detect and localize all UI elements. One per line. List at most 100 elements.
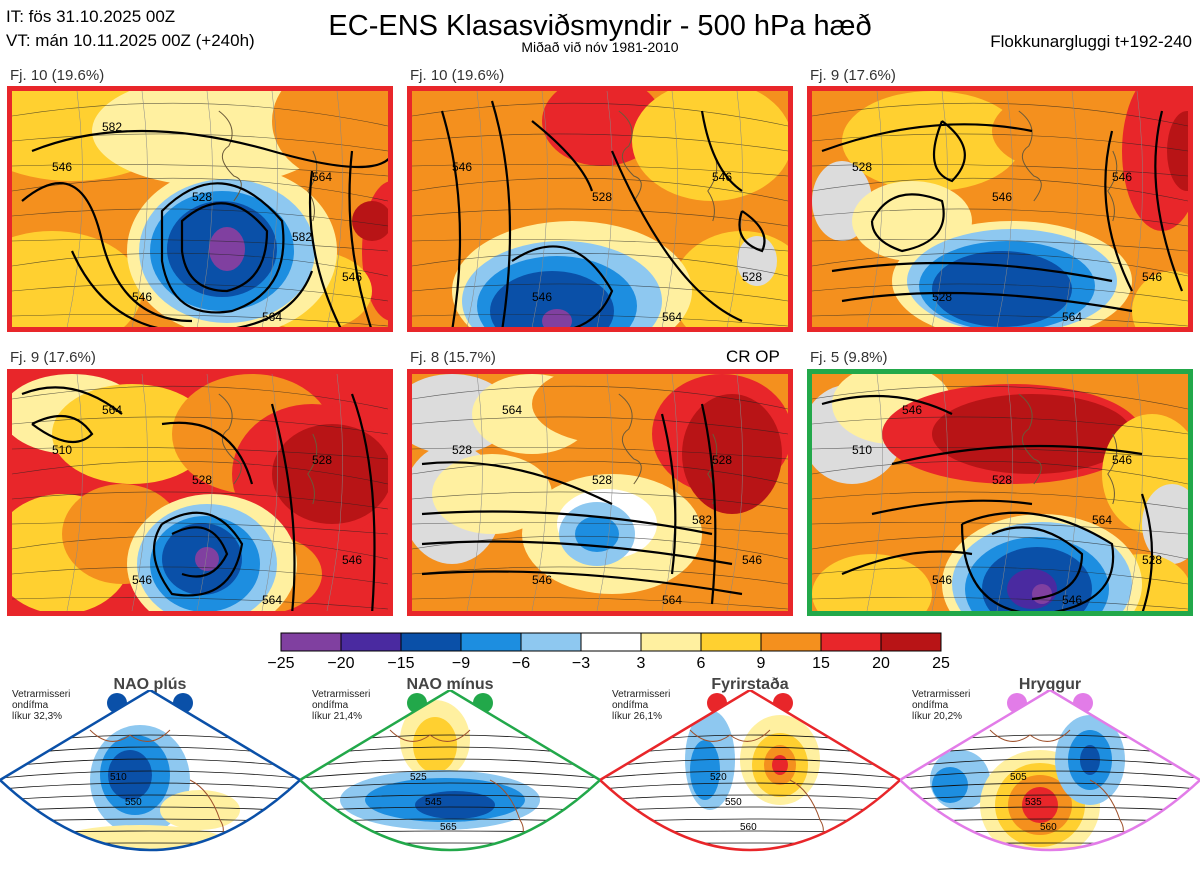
regime-contour: [0, 758, 300, 768]
classification-window: Flokkunargluggi t+192-240: [990, 32, 1192, 51]
height-contour: [421, 461, 613, 505]
colorbar-segment: [580, 632, 642, 652]
graticule-line: [1061, 374, 1078, 611]
anomaly-blob: [209, 227, 245, 271]
regime-contour: [900, 782, 1200, 790]
issue-time: IT: fös 31.10.2025 00Z: [6, 7, 176, 26]
anomaly-blob: [272, 424, 388, 524]
height-contour: [610, 150, 743, 323]
contour-label: 528: [852, 160, 872, 174]
contour-thin: [812, 522, 1188, 535]
height-contour: [871, 499, 1033, 516]
regime-contour-label: 535: [1025, 797, 1042, 808]
regime-anomaly: [415, 791, 495, 819]
regime-note-line: Vetrarmisseri: [912, 689, 971, 700]
colorbar-segment: [400, 632, 462, 652]
contour-thin: [412, 102, 788, 127]
colorbar-tick-label: −6: [511, 655, 531, 672]
height-contour: [1104, 130, 1133, 292]
contour-label: 528: [192, 473, 212, 487]
regime-contour: [600, 758, 900, 768]
graticule-line: [1126, 374, 1143, 611]
graticule-line: [196, 91, 213, 327]
contour-label: 546: [1112, 453, 1132, 467]
contour-thin: [12, 102, 388, 127]
height-contour: [421, 540, 733, 566]
height-contour: [152, 511, 244, 597]
regime-contour: [300, 758, 600, 768]
height-contour: [960, 511, 1115, 611]
contour-thin: [412, 177, 788, 202]
colorbar-segment: [760, 632, 822, 652]
height-contour: [21, 182, 193, 323]
contour-thin: [812, 385, 1188, 410]
contour-label: 564: [102, 403, 122, 417]
anomaly-blob: [352, 201, 388, 241]
height-contour: [660, 413, 677, 575]
graticule-line: [466, 374, 483, 611]
height-contour: [991, 526, 1084, 601]
height-contour: [1140, 493, 1154, 611]
anomaly-blob: [1132, 271, 1188, 327]
regime-note-line: ondífma: [12, 700, 49, 711]
graticule-line: [66, 91, 83, 327]
regime-contour: [300, 770, 600, 779]
graticule-line: [726, 374, 743, 611]
regime-anomaly: [108, 750, 152, 800]
contour-label: 546: [1112, 170, 1132, 184]
contour-thin: [812, 252, 1188, 277]
colorbar-tick-label: −20: [327, 655, 355, 672]
contour-label: 564: [1092, 513, 1112, 527]
contour-thin: [812, 535, 1188, 560]
contour-label: 546: [992, 190, 1012, 204]
colorbar-segment: [520, 632, 582, 652]
height-contour: [350, 393, 376, 611]
contour-thin: [812, 460, 1188, 485]
regime-anomaly: [1080, 745, 1100, 775]
contour-thin: [412, 314, 788, 327]
graticule-line: [726, 91, 743, 327]
contour-label: 564: [502, 403, 522, 417]
regime-contour-label: 560: [740, 822, 757, 833]
graticule-line: [996, 91, 1013, 327]
contour-thin: [12, 597, 388, 610]
graticule-line: [261, 91, 278, 327]
regime-contour-label: 560: [1040, 822, 1057, 833]
regime-contour-label: 550: [725, 797, 742, 808]
contour-thin: [12, 522, 388, 535]
height-contour: [700, 403, 717, 605]
coastline: [1107, 433, 1118, 505]
contour-label: 528: [312, 453, 332, 467]
regime-contour-label: 510: [110, 772, 127, 783]
colorbar-segment: [820, 632, 882, 652]
regime-anomaly: [1022, 787, 1058, 823]
contour-label: 546: [712, 170, 732, 184]
graticule-line: [131, 91, 148, 327]
coastline: [707, 150, 718, 222]
height-contour: [831, 261, 1113, 283]
anomaly-blob: [542, 309, 572, 327]
height-contour: [421, 510, 713, 536]
contour-thin: [12, 460, 388, 485]
anomaly-blob: [1032, 584, 1052, 604]
contour-label: 546: [932, 573, 952, 587]
regime-contour-label: 565: [440, 822, 457, 833]
cluster-label: Fj. 9 (17.6%): [10, 349, 96, 366]
contour-thin: [812, 208, 1188, 227]
height-contour: [421, 570, 743, 596]
cluster-map-5: 528 528 546 528 546 564 564 582: [407, 369, 793, 616]
graticule-line: [661, 91, 678, 327]
contour-thin: [812, 416, 1188, 435]
regime-note-line: ondífma: [312, 700, 349, 711]
regime-contour: [600, 782, 900, 790]
contour-label: 582: [292, 230, 312, 244]
colorbar-tick-label: 9: [756, 655, 766, 672]
regime-note: Vetrarmisseri ondífma líkur 20,2%: [912, 689, 970, 722]
cluster-map-6: 510 528 546 546 528 546 546 564: [807, 369, 1193, 616]
height-contour: [440, 110, 462, 327]
height-contour: [348, 150, 372, 327]
colorbar-tick-label: −9: [451, 655, 471, 672]
panel-plot: 510 528 546 546 528 546 546 564: [812, 374, 1188, 611]
height-contour: [308, 170, 342, 327]
contour-label: 564: [262, 310, 282, 324]
